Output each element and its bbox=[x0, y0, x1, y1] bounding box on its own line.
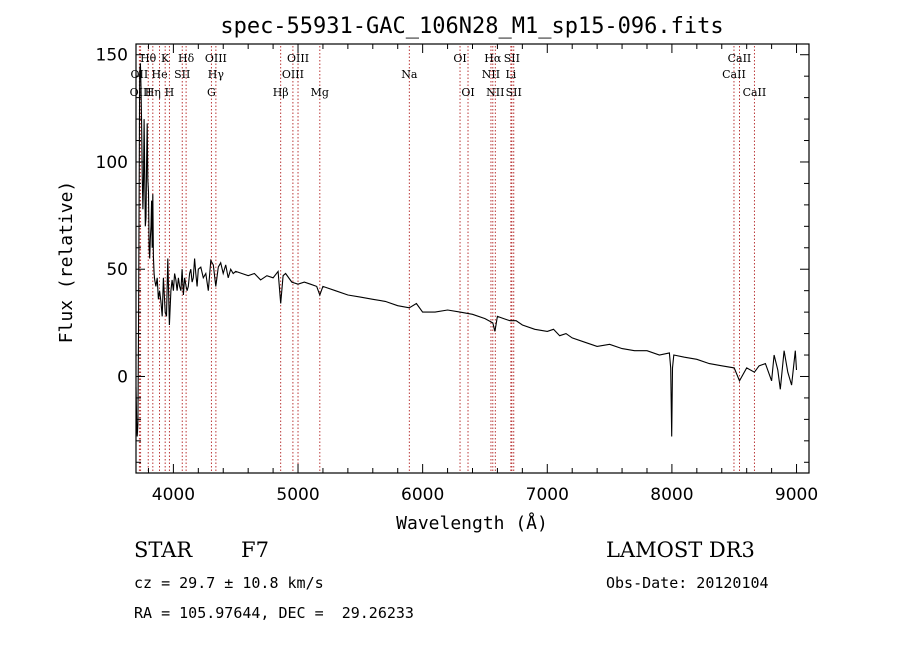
spectral-line-label: OIII bbox=[282, 68, 304, 81]
spectral-line-label: H bbox=[165, 86, 175, 99]
y-tick-label: 50 bbox=[106, 260, 128, 280]
x-tick-label: 5000 bbox=[276, 485, 319, 505]
object-subclass: F7 bbox=[241, 538, 269, 562]
spectral-line-label: SII bbox=[174, 68, 190, 81]
spectral-line-label: Hη bbox=[145, 86, 161, 99]
spectral-line-label: CaII bbox=[728, 52, 752, 65]
x-axis-label: Wavelength (Å) bbox=[396, 512, 548, 534]
y-tick-label: 100 bbox=[96, 153, 128, 173]
y-axis: 0 50 100 150 bbox=[96, 46, 809, 463]
spectral-line-label: OI bbox=[453, 52, 466, 65]
y-axis-label: Flux (relative) bbox=[56, 181, 77, 344]
x-tick-label: 8000 bbox=[650, 485, 693, 505]
survey-name: LAMOST DR3 bbox=[606, 538, 755, 562]
spectral-line-label: OI bbox=[461, 86, 474, 99]
spectral-line-label: G bbox=[207, 86, 216, 99]
spectral-line-label: Hα bbox=[484, 52, 502, 65]
spectral-line-label: Hθ bbox=[140, 52, 157, 65]
spectral-line-label: Na bbox=[401, 68, 418, 81]
x-tick-label: 9000 bbox=[775, 485, 818, 505]
spectral-line-label: CaII bbox=[722, 68, 746, 81]
spectral-line-label: NII bbox=[486, 86, 504, 99]
spectral-line-label: OIII bbox=[287, 52, 309, 65]
x-tick-label: 6000 bbox=[401, 485, 444, 505]
spectral-line-label: Hβ bbox=[273, 86, 289, 99]
x-tick-label: 7000 bbox=[526, 485, 569, 505]
y-tick-label: 150 bbox=[96, 46, 128, 66]
spectral-line-label: K bbox=[161, 52, 170, 65]
spectral-line-markers bbox=[138, 46, 755, 472]
spectral-line-label: CaII bbox=[743, 86, 767, 99]
spectrum-line bbox=[135, 63, 798, 437]
plot-frame bbox=[135, 43, 810, 474]
spectral-line-label: SII bbox=[504, 52, 520, 65]
observation-date: Obs-Date: 20120104 bbox=[606, 574, 769, 592]
spectral-line-label: NII bbox=[482, 68, 500, 81]
object-class: STAR bbox=[134, 538, 193, 562]
y-tick-label: 0 bbox=[117, 367, 128, 387]
spectral-line-label: He bbox=[152, 68, 168, 81]
spectral-line-label: Hγ bbox=[208, 68, 225, 81]
redshift-text: cz = 29.7 ± 10.8 km/s bbox=[134, 574, 324, 592]
spectral-line-label: SII bbox=[506, 86, 522, 99]
spectral-line-label: Hδ bbox=[178, 52, 195, 65]
spectral-line-label: Mg bbox=[311, 86, 329, 99]
spectral-line-label: OIII bbox=[205, 52, 227, 65]
coordinates-text: RA = 105.97644, DEC = 29.26233 bbox=[134, 604, 414, 622]
x-axis: 4000 5000 6000 7000 8000 9000 bbox=[147, 44, 818, 505]
x-tick-label: 4000 bbox=[152, 485, 195, 505]
spectral-line-label: Li bbox=[505, 68, 516, 81]
chart-title: spec-55931-GAC_106N28_M1_sp15-096.fits bbox=[220, 14, 723, 39]
